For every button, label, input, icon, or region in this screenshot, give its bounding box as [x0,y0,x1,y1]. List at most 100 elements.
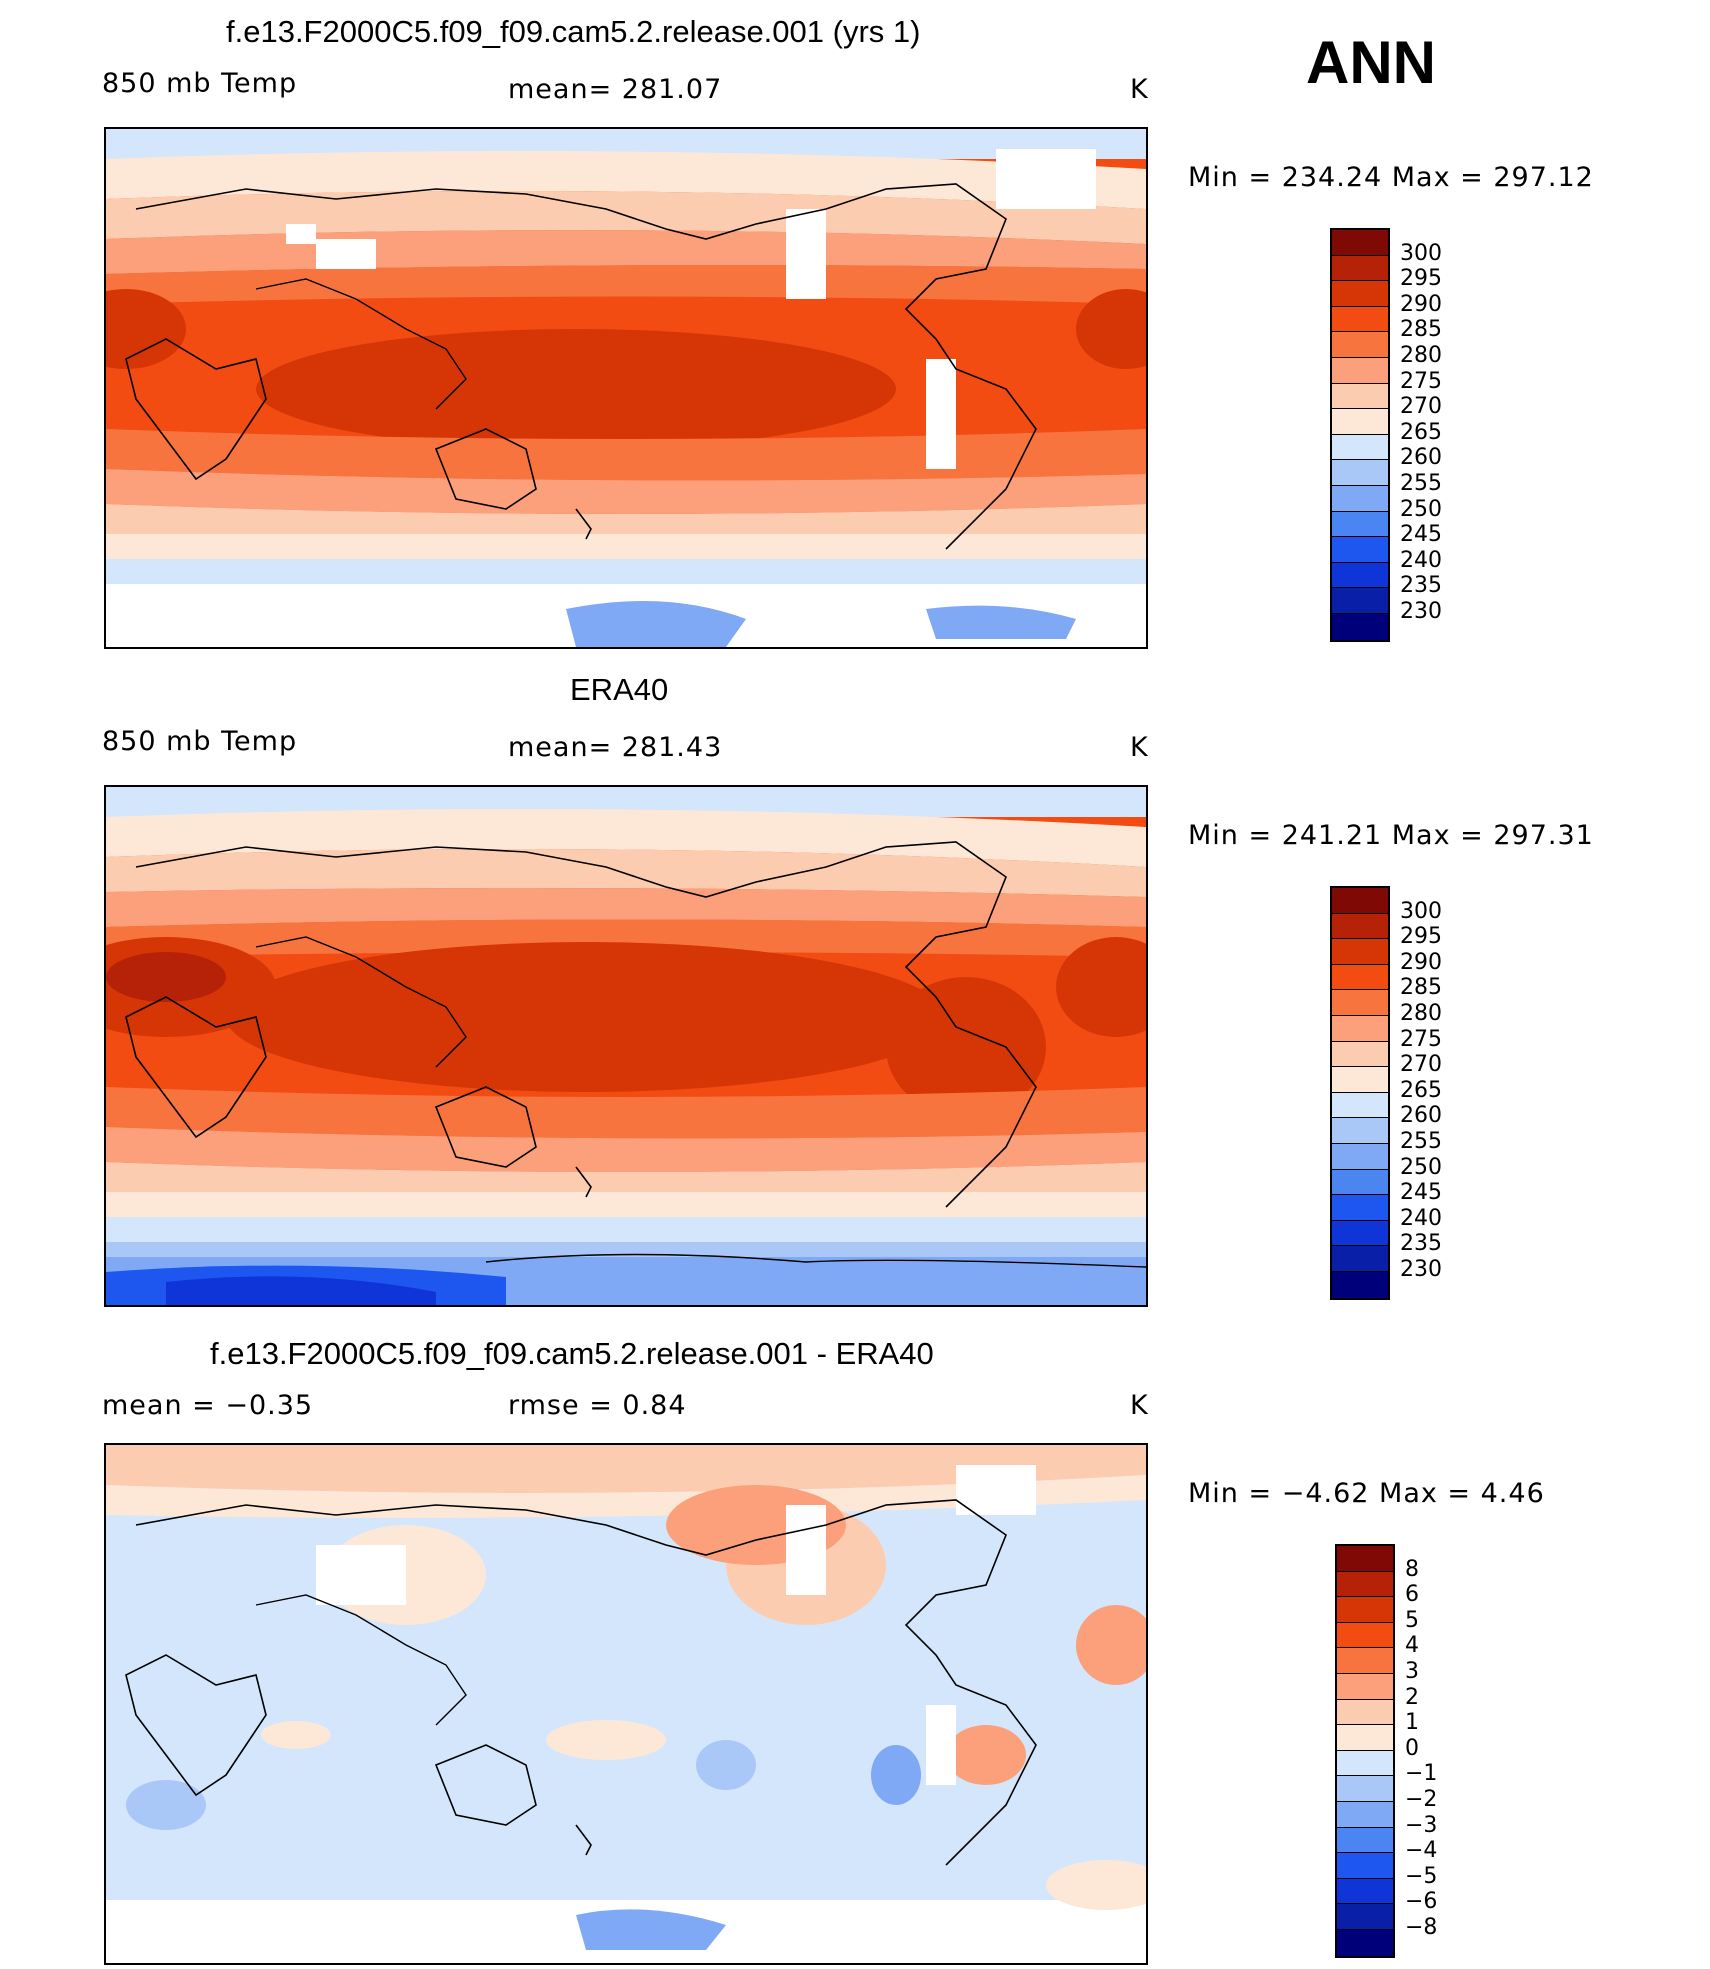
panel3-mean-label: mean = −0.35 [102,1390,314,1421]
colorbar-tick-label: 295 [1400,924,1442,950]
colorbar-swatch [1337,1904,1393,1930]
colorbar-tick-label: 285 [1400,317,1442,343]
colorbar-swatch [1332,281,1388,307]
panel1-minmax: Min = 234.24 Max = 297.12 [1188,162,1594,193]
colorbar-tick-label: 290 [1400,949,1442,975]
colorbar-tick-label: −2 [1405,1787,1438,1812]
season-label: ANN [1306,29,1436,96]
colorbar-swatch [1332,306,1388,333]
panel1-map [104,127,1148,649]
colorbar-tick-label: 230 [1400,1257,1442,1282]
colorbar-tick-label: 255 [1400,1129,1442,1154]
colorbar-tick-label: 265 [1400,1077,1442,1103]
colorbar-swatch [1332,888,1388,914]
colorbar-tick-label: 265 [1400,419,1442,445]
panel2-minmax: Min = 241.21 Max = 297.31 [1188,820,1594,851]
colorbar-tick-label: 250 [1400,1154,1442,1180]
colorbar-swatch [1332,588,1388,614]
panel3-units: K [1130,1390,1149,1421]
colorbar-tick-label: −1 [1405,1761,1438,1787]
colorbar-swatch [1332,357,1388,384]
colorbar-swatch [1332,613,1388,640]
colorbar-tick-label: 8 [1405,1556,1419,1582]
colorbar-tick-label: 270 [1400,394,1442,420]
colorbar-swatch [1332,1246,1388,1272]
colorbar-tick-label: 270 [1400,1052,1442,1078]
colorbar-swatch [1337,1648,1393,1674]
colorbar-swatch [1337,1725,1393,1751]
colorbar-swatch [1332,1015,1388,1042]
panel1-colorbar [1330,228,1390,642]
colorbar-swatch [1332,1220,1388,1247]
colorbar-tick-label: −3 [1405,1812,1438,1838]
colorbar-tick-label: 255 [1400,471,1442,496]
colorbar-swatch [1337,1673,1393,1700]
colorbar-swatch [1337,1827,1393,1854]
colorbar-tick-label: 0 [1405,1735,1419,1761]
colorbar-tick-label: 1 [1405,1710,1419,1736]
colorbar-tick-label: 300 [1400,240,1442,266]
colorbar-swatch [1337,1853,1393,1879]
colorbar-swatch [1337,1622,1393,1649]
colorbar-swatch [1332,485,1388,512]
colorbar-swatch [1332,537,1388,563]
colorbar-swatch [1337,1546,1393,1572]
panel1-mean-label: mean= 281.07 [508,74,723,105]
colorbar-tick-label: 260 [1400,1103,1442,1129]
colorbar-tick-label: −5 [1405,1863,1438,1889]
panel2-mean-label: mean= 281.43 [508,732,723,763]
colorbar-tick-label: 285 [1400,975,1442,1001]
colorbar-swatch [1332,409,1388,435]
colorbar-tick-label: 240 [1400,1205,1442,1231]
colorbar-tick-label: 4 [1405,1633,1419,1659]
colorbar-tick-label: 295 [1400,266,1442,292]
panel3-map [104,1443,1148,1965]
colorbar-tick-label: 6 [1405,1582,1419,1608]
colorbar-swatch [1332,1169,1388,1196]
panel2-units: K [1130,732,1149,763]
colorbar-tick-label: 2 [1405,1684,1419,1710]
colorbar-tick-label: −4 [1405,1838,1438,1864]
colorbar-tick-label: 300 [1400,898,1442,924]
colorbar-tick-label: 240 [1400,547,1442,573]
colorbar-tick-label: 280 [1400,1001,1442,1026]
colorbar-swatch [1332,1118,1388,1144]
colorbar-swatch [1332,255,1388,282]
colorbar-tick-label: 250 [1400,496,1442,522]
colorbar-swatch [1332,1041,1388,1068]
panel2-contour-field [106,787,1146,1305]
colorbar-tick-label: 280 [1400,343,1442,368]
colorbar-swatch [1337,1699,1393,1726]
panel3-contour-field [106,1445,1146,1963]
panel3-rmse-label: rmse = 0.84 [508,1390,687,1421]
colorbar-swatch [1337,1750,1393,1777]
colorbar-swatch [1332,511,1388,538]
colorbar-tick-label: 230 [1400,599,1442,624]
colorbar-swatch [1332,230,1388,256]
colorbar-swatch [1337,1597,1393,1623]
colorbar-swatch [1332,434,1388,461]
colorbar-tick-label: 290 [1400,291,1442,317]
colorbar-swatch [1332,964,1388,991]
colorbar-tick-label: −6 [1405,1889,1438,1915]
colorbar-swatch [1332,1271,1388,1298]
panel2-title: ERA40 [570,672,669,707]
colorbar-swatch [1332,990,1388,1016]
colorbar-tick-label: 3 [1405,1659,1419,1684]
panel3-colorbar [1335,1544,1395,1958]
colorbar-swatch [1337,1801,1393,1828]
panel1-title: f.e13.F2000C5.f09_f09.cam5.2.release.001… [226,14,921,49]
colorbar-swatch [1337,1878,1393,1905]
colorbar-swatch [1332,383,1388,410]
panel2-variable-label: 850 mb Temp [102,726,298,757]
colorbar-swatch [1332,1195,1388,1221]
panel1-variable-label: 850 mb Temp [102,68,298,99]
colorbar-swatch [1332,939,1388,965]
panel2-map [104,785,1148,1307]
colorbar-swatch [1332,332,1388,358]
panel1-contour-field [106,129,1146,647]
colorbar-tick-label: 245 [1400,1180,1442,1206]
colorbar-swatch [1332,562,1388,589]
panel1-units: K [1130,74,1149,105]
colorbar-tick-label: 275 [1400,1026,1442,1052]
